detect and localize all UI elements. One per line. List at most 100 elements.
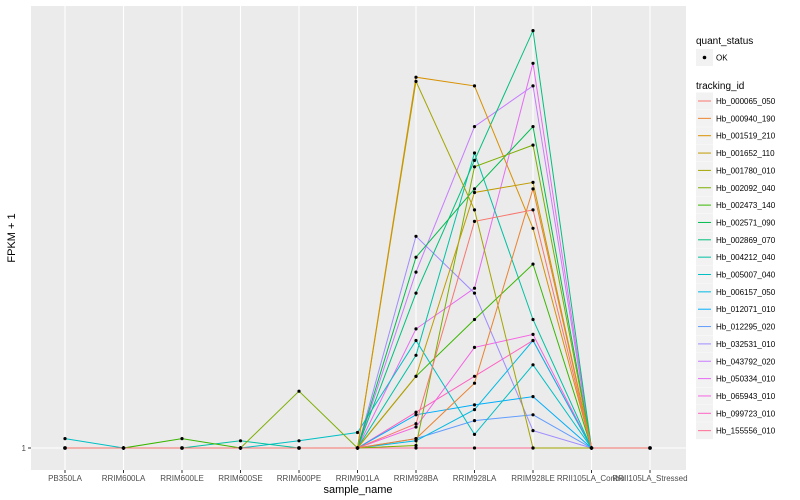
data-point	[180, 437, 184, 441]
legend-label: Hb_043792_020	[716, 357, 776, 366]
legend-label: Hb_000065_050	[716, 97, 776, 106]
data-point	[531, 226, 535, 230]
legend-label: Hb_002869_070	[716, 236, 776, 245]
data-point	[531, 446, 535, 450]
data-point	[297, 446, 301, 450]
data-points	[63, 29, 652, 450]
x-tick-label: RRIM600PE	[277, 474, 321, 483]
data-point	[414, 437, 418, 441]
data-point	[531, 187, 535, 191]
legend-label: Hb_050334_010	[716, 375, 776, 384]
data-point	[531, 29, 535, 33]
data-point	[531, 338, 535, 343]
data-point	[238, 439, 243, 443]
legend-label: Hb_001519_210	[716, 132, 776, 141]
data-point	[414, 270, 418, 274]
data-point	[589, 446, 594, 450]
legend-point-glyph	[702, 55, 707, 60]
x-tick-label: PB350LA	[48, 474, 82, 483]
data-point	[472, 374, 477, 378]
data-point	[472, 408, 477, 412]
x-tick-label: RRIM600LA	[102, 474, 146, 483]
y-axis-title: FPKM + 1	[6, 213, 18, 262]
data-point	[414, 353, 418, 357]
panel-background	[31, 6, 686, 470]
data-point	[531, 332, 535, 336]
legend-label: Hb_155556_010	[716, 427, 776, 436]
data-point	[472, 419, 477, 423]
data-point	[238, 446, 243, 450]
data-point	[414, 410, 418, 414]
data-point	[472, 158, 477, 162]
legend-label: OK	[716, 54, 728, 63]
legend-label: Hb_006157_050	[716, 288, 776, 297]
data-point	[472, 381, 477, 385]
legend-title-quant-status: quant_status	[696, 36, 753, 47]
data-point	[297, 389, 301, 393]
data-point	[414, 374, 418, 378]
data-point	[531, 429, 535, 433]
data-point	[531, 84, 535, 88]
data-point	[472, 403, 477, 407]
legend-label: Hb_002473_140	[716, 201, 776, 210]
data-point	[414, 413, 418, 417]
x-axis-title: sample_name	[323, 484, 392, 496]
data-point	[472, 165, 477, 169]
data-point	[472, 291, 477, 295]
data-point	[355, 430, 360, 435]
y-tick-label: 1	[22, 444, 27, 453]
data-point	[472, 190, 477, 195]
data-point	[531, 317, 535, 322]
data-point	[414, 75, 418, 79]
x-tick-label: RRII105LA_Stressed	[612, 474, 687, 483]
data-point	[414, 338, 418, 343]
legend-label: Hb_005007_040	[716, 271, 776, 280]
x-tick-label: RRIM600SE	[218, 474, 262, 483]
data-point	[531, 180, 535, 184]
data-point	[414, 234, 418, 238]
legend-label: Hb_001652_110	[716, 149, 775, 158]
data-point	[531, 125, 535, 129]
data-point	[355, 446, 360, 450]
x-tick-label: RRIM600LE	[160, 474, 204, 483]
data-point	[648, 446, 652, 450]
data-point	[531, 262, 535, 266]
data-point	[414, 425, 418, 429]
legend-label: Hb_002092_040	[716, 184, 776, 193]
data-point	[414, 422, 418, 426]
x-tick-label: RRIM928LA	[453, 474, 497, 483]
data-point	[472, 317, 477, 322]
data-point	[472, 208, 477, 212]
data-point	[180, 446, 184, 450]
legend-label: Hb_012295_020	[716, 323, 776, 332]
data-point	[121, 446, 126, 450]
data-point	[472, 219, 477, 223]
data-point	[414, 446, 418, 450]
data-point	[531, 395, 535, 399]
legend-label: Hb_012071_010	[716, 305, 776, 314]
data-point	[414, 439, 418, 443]
x-tick-label: RRIM901LA	[336, 474, 380, 483]
data-point	[414, 79, 418, 83]
legend-label: Hb_004212_040	[716, 253, 776, 262]
data-point	[63, 437, 67, 441]
data-point	[472, 151, 477, 155]
data-point	[414, 327, 418, 331]
x-tick-label: RRIM928LE	[511, 474, 555, 483]
x-tick-label: RRIM928BA	[394, 474, 439, 483]
legend-label: Hb_032531_010	[716, 340, 776, 349]
legend: quant_status OK tracking_id Hb_000065_050 Hb…	[696, 36, 776, 440]
legend-title-tracking-id: tracking_id	[696, 81, 744, 92]
legend-label: Hb_065943_010	[716, 392, 776, 401]
data-point	[531, 413, 535, 417]
data-point	[472, 286, 477, 290]
legend-label: Hb_002571_090	[716, 218, 776, 227]
data-point	[472, 432, 477, 436]
data-point	[472, 187, 477, 191]
data-point	[297, 439, 301, 443]
data-point	[531, 61, 535, 65]
legend-label: Hb_099723_010	[716, 409, 776, 418]
axes: PB350LA RRIM600LA RRIM600LE RRIM600SE RRIM60…	[22, 444, 688, 483]
data-point	[472, 84, 477, 88]
